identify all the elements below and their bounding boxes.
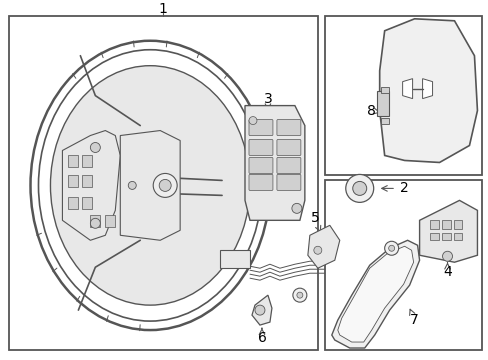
Bar xyxy=(68,156,78,167)
Circle shape xyxy=(313,246,321,254)
Ellipse shape xyxy=(30,41,269,330)
FancyBboxPatch shape xyxy=(248,175,272,190)
Bar xyxy=(82,197,92,210)
Bar xyxy=(90,215,100,227)
Polygon shape xyxy=(331,240,419,348)
Circle shape xyxy=(345,175,373,202)
Bar xyxy=(376,91,388,116)
Polygon shape xyxy=(379,19,476,162)
Bar xyxy=(82,156,92,167)
Bar xyxy=(105,215,115,227)
Polygon shape xyxy=(244,105,304,220)
Text: 3: 3 xyxy=(263,91,272,109)
Bar xyxy=(428,233,438,240)
Bar xyxy=(82,175,92,188)
Circle shape xyxy=(254,305,264,315)
Bar xyxy=(68,197,78,210)
Bar xyxy=(324,180,482,350)
Bar xyxy=(441,220,449,229)
Bar xyxy=(452,220,462,229)
Circle shape xyxy=(291,203,301,213)
Text: 5: 5 xyxy=(310,211,320,232)
Bar xyxy=(380,118,388,123)
Bar xyxy=(324,16,482,175)
Polygon shape xyxy=(337,246,413,342)
Bar xyxy=(380,87,388,93)
FancyBboxPatch shape xyxy=(248,140,272,156)
Polygon shape xyxy=(419,201,476,262)
Bar xyxy=(220,250,249,268)
Circle shape xyxy=(296,292,302,298)
FancyBboxPatch shape xyxy=(276,120,300,135)
Text: 1: 1 xyxy=(159,2,167,16)
Circle shape xyxy=(442,251,451,261)
Bar xyxy=(68,175,78,188)
Bar xyxy=(441,233,449,240)
Polygon shape xyxy=(62,131,120,240)
Polygon shape xyxy=(120,131,180,240)
FancyBboxPatch shape xyxy=(248,120,272,135)
Circle shape xyxy=(388,245,394,251)
Text: 4: 4 xyxy=(442,262,451,279)
Circle shape xyxy=(153,174,177,197)
FancyBboxPatch shape xyxy=(276,140,300,156)
Circle shape xyxy=(248,117,257,125)
Circle shape xyxy=(90,143,100,153)
Circle shape xyxy=(128,181,136,189)
Polygon shape xyxy=(422,78,432,99)
Circle shape xyxy=(384,241,398,255)
Circle shape xyxy=(292,288,306,302)
Text: 8: 8 xyxy=(366,104,379,118)
Circle shape xyxy=(352,181,366,195)
Text: 7: 7 xyxy=(409,309,418,327)
Circle shape xyxy=(90,218,100,228)
Text: 2: 2 xyxy=(381,181,408,195)
Bar xyxy=(8,16,317,350)
FancyBboxPatch shape xyxy=(248,157,272,174)
Circle shape xyxy=(159,179,171,192)
Bar xyxy=(428,220,438,229)
Bar xyxy=(452,233,462,240)
Polygon shape xyxy=(251,295,271,325)
FancyBboxPatch shape xyxy=(276,175,300,190)
Polygon shape xyxy=(307,225,339,268)
Polygon shape xyxy=(402,78,412,99)
FancyBboxPatch shape xyxy=(276,157,300,174)
Ellipse shape xyxy=(50,66,249,305)
Text: 6: 6 xyxy=(257,328,266,345)
